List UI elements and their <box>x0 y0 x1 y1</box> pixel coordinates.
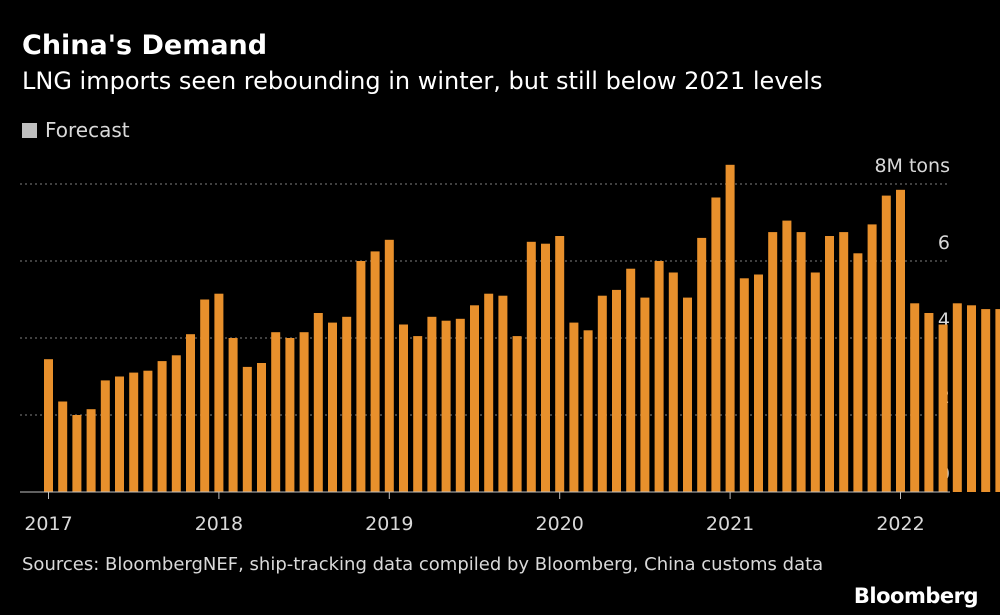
bar-actual <box>498 295 508 492</box>
bar-actual <box>285 338 295 492</box>
x-tick-label: 2018 <box>195 513 243 535</box>
x-tick-label: 2017 <box>24 513 72 535</box>
bar-actual <box>86 409 96 492</box>
y-tick-label: 6 <box>938 232 950 254</box>
bar-actual <box>782 220 792 492</box>
bar-actual <box>186 334 195 492</box>
bar-actual <box>612 289 621 492</box>
bar-actual <box>952 303 962 492</box>
bar-actual <box>370 251 380 492</box>
bar-actual <box>754 274 763 492</box>
bar-actual <box>555 236 565 492</box>
bar-actual <box>427 316 437 492</box>
chart-title: China's Demand <box>22 30 268 61</box>
bar-actual <box>143 370 153 492</box>
bar-actual <box>384 239 394 492</box>
bar-actual <box>683 297 692 492</box>
bar-actual <box>825 236 834 492</box>
x-tick-label: 2022 <box>876 513 924 535</box>
bar-actual <box>72 415 82 492</box>
bar-actual <box>569 322 579 492</box>
bar-actual <box>441 320 451 492</box>
bar-actual <box>839 232 849 492</box>
bar-actual <box>257 363 266 492</box>
bar-actual <box>938 324 948 492</box>
bar-actual <box>484 293 494 492</box>
bar-actual <box>640 297 650 492</box>
bar-actual <box>129 372 139 492</box>
bar-actual <box>413 336 423 492</box>
bar-actual <box>810 272 820 492</box>
bar-actual <box>910 303 920 492</box>
x-tick-label: 2020 <box>536 513 584 535</box>
bar-actual <box>626 268 636 492</box>
bar-actual <box>583 330 593 492</box>
bar-actual <box>967 305 976 492</box>
bar-actual <box>668 272 678 492</box>
bar-actual <box>981 309 991 492</box>
bar-actual <box>739 278 749 492</box>
legend: Forecast <box>22 118 130 142</box>
bar-actual <box>711 197 721 492</box>
source-note: Sources: BloombergNEF, ship-tracking dat… <box>22 554 824 575</box>
bar-actual <box>242 366 252 492</box>
bar-actual <box>271 332 281 492</box>
chart-subtitle: LNG imports seen rebounding in winter, b… <box>22 67 823 95</box>
bar-actual <box>313 313 323 492</box>
bar-actual <box>896 189 905 493</box>
bar-actual <box>399 324 408 492</box>
bar-actual <box>924 313 934 492</box>
bar-actual <box>157 361 167 492</box>
bar-actual <box>100 380 110 492</box>
bar-actual <box>171 355 181 492</box>
bar-actual <box>526 241 536 493</box>
legend-forecast-swatch <box>22 122 37 138</box>
x-tick-label: 2019 <box>365 513 413 535</box>
bar-actual <box>299 332 309 492</box>
bar-actual <box>654 261 664 492</box>
bloomberg-logo: Bloomberg <box>853 584 979 608</box>
x-tick-label: 2021 <box>706 513 754 535</box>
bar-actual <box>995 309 1000 492</box>
bar-actual <box>214 293 224 492</box>
legend-forecast-label: Forecast <box>45 118 130 142</box>
bar-actual <box>541 243 550 492</box>
bar-actual <box>342 316 352 492</box>
bar-actual <box>356 261 366 492</box>
bar-actual <box>881 195 891 492</box>
bar-chart: 02468M tons2017201820192020202120222023 <box>20 155 1000 535</box>
bar-actual <box>725 164 735 493</box>
bar-actual <box>512 336 522 492</box>
bar-actual <box>455 318 465 493</box>
bar-actual <box>115 376 124 492</box>
bar-actual <box>228 338 238 492</box>
bar-actual <box>44 359 53 492</box>
bar-actual <box>768 232 778 492</box>
bar-actual <box>470 305 479 492</box>
bar-actual <box>58 401 68 492</box>
bar-actual <box>867 224 877 492</box>
bar-actual <box>697 237 707 492</box>
bar-actual <box>853 253 863 492</box>
bar-actual <box>200 299 210 492</box>
bar-actual <box>328 322 337 492</box>
y-tick-label: 8M tons <box>874 155 950 177</box>
bar-actual <box>597 295 607 492</box>
bar-actual <box>796 232 806 492</box>
